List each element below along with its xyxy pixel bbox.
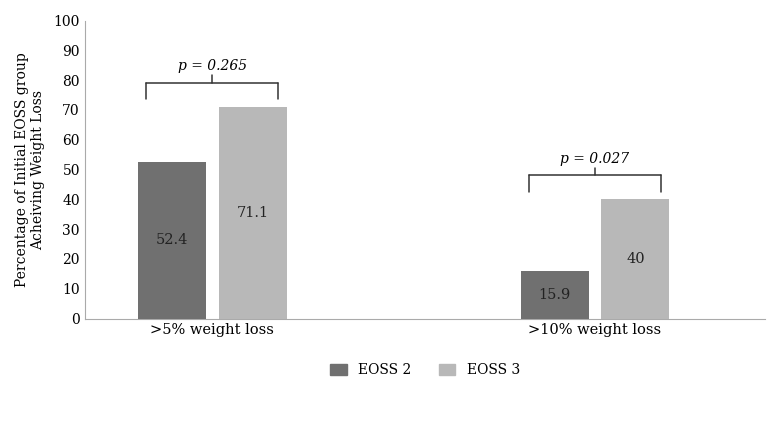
Text: p = 0.265: p = 0.265 <box>178 59 247 73</box>
Text: 52.4: 52.4 <box>156 233 188 248</box>
Text: p = 0.027: p = 0.027 <box>560 152 629 166</box>
Y-axis label: Percentage of Initial EOSS group
Acheiving Weight Loss: Percentage of Initial EOSS group Acheivi… <box>15 52 45 287</box>
Bar <box>138 162 206 318</box>
Bar <box>520 271 589 318</box>
Text: 40: 40 <box>626 252 644 266</box>
Bar <box>601 199 669 318</box>
Bar <box>218 107 287 318</box>
Legend: EOSS 2, EOSS 3: EOSS 2, EOSS 3 <box>330 363 519 377</box>
Text: 71.1: 71.1 <box>236 206 269 219</box>
Text: 15.9: 15.9 <box>538 288 571 302</box>
